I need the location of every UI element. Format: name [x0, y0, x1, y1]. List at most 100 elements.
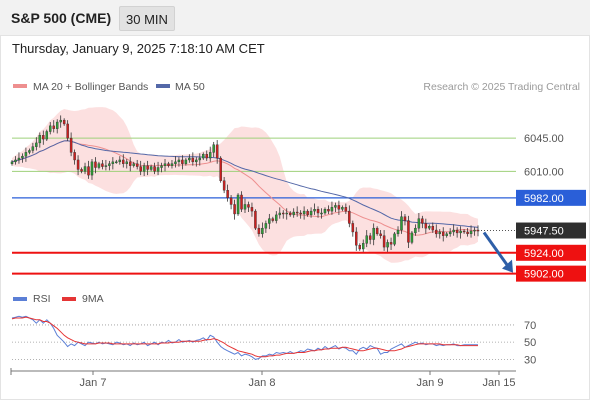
pivot-tag: [516, 189, 586, 206]
candle-body: [222, 180, 226, 191]
candle-body: [108, 163, 111, 166]
candle-body: [24, 152, 28, 157]
bollinger-bands: [12, 107, 478, 263]
candle: [323, 207, 327, 215]
candle-body: [174, 161, 177, 164]
candle-body: [59, 119, 62, 123]
candle-body: [268, 218, 271, 224]
candle: [160, 162, 163, 173]
candle: [104, 159, 108, 171]
candle: [153, 162, 156, 175]
candle-body: [118, 159, 122, 163]
candle-body: [334, 205, 337, 208]
candle-body: [261, 227, 264, 235]
candle: [170, 159, 174, 169]
candle: [108, 160, 111, 171]
candle: [407, 215, 410, 249]
candle: [389, 237, 393, 250]
candle-body: [417, 218, 421, 229]
candle: [375, 226, 379, 236]
candle-body: [365, 235, 368, 244]
candle: [76, 155, 80, 176]
candle: [417, 213, 421, 232]
candle: [49, 122, 52, 135]
candle-body: [205, 154, 208, 159]
time-tick-label: Jan 7: [80, 377, 107, 389]
candle: [292, 208, 295, 218]
candle: [473, 227, 476, 236]
candle-body: [441, 231, 445, 236]
candle: [226, 184, 229, 202]
candle: [69, 132, 73, 157]
price-levels: [12, 137, 516, 275]
candle: [191, 152, 195, 166]
candle: [118, 156, 122, 165]
candle-body: [358, 245, 362, 250]
candle-body: [462, 230, 466, 233]
candle-body: [128, 161, 132, 166]
candle-body: [233, 204, 236, 215]
candle: [94, 157, 97, 174]
candle-body: [160, 165, 163, 168]
candle: [188, 154, 191, 163]
candle: [306, 209, 309, 217]
candle: [330, 201, 334, 215]
candle-body: [306, 210, 309, 216]
candle: [386, 239, 389, 252]
candle-body: [195, 159, 198, 163]
candle-body: [35, 142, 38, 147]
candle: [101, 159, 104, 170]
candle-body: [431, 226, 435, 231]
timeframe-button[interactable]: 30 MIN: [119, 6, 175, 31]
candle-body: [348, 210, 351, 224]
candle-body: [323, 209, 327, 214]
candle-body: [80, 169, 83, 172]
candle: [424, 218, 428, 234]
candle-body: [372, 227, 375, 240]
candle-body: [327, 209, 330, 212]
candle: [222, 177, 226, 194]
candle-body: [104, 165, 108, 167]
rsi-panel: 70 50 30: [11, 315, 536, 366]
candle: [428, 224, 431, 231]
candle-body: [111, 161, 115, 164]
candle: [195, 157, 198, 167]
candle: [167, 161, 170, 168]
candle: [382, 230, 386, 251]
candle-body: [215, 144, 219, 159]
candle-body: [247, 204, 250, 208]
support-label: 5902.00: [524, 269, 564, 281]
candle: [135, 159, 139, 170]
ma50-legend-label: MA 50: [175, 81, 205, 93]
candle: [379, 230, 382, 239]
candle: [271, 216, 275, 223]
candle: [97, 161, 101, 170]
candle: [250, 202, 254, 217]
candle: [268, 213, 271, 230]
candle-body: [66, 123, 69, 139]
candle: [87, 160, 90, 179]
rsi-tick-label: 50: [524, 337, 536, 349]
candle-body: [410, 232, 414, 243]
ma20-legend-swatch: [13, 84, 27, 88]
candle-body: [226, 190, 229, 199]
candle-body: [97, 163, 101, 168]
candle: [309, 207, 313, 218]
candle-body: [94, 161, 97, 168]
candle-body: [177, 159, 181, 163]
candle-body: [403, 216, 407, 221]
candle-body: [379, 233, 382, 236]
candle-body: [393, 233, 396, 245]
candle: [208, 146, 212, 162]
candle-body: [208, 152, 212, 159]
candle: [35, 137, 38, 151]
support-label: 5924.00: [524, 248, 564, 260]
candle-body: [101, 163, 104, 167]
candle-body: [90, 161, 94, 176]
candle: [73, 149, 76, 165]
candle: [302, 206, 306, 220]
candle-body: [191, 157, 195, 163]
candle: [59, 115, 62, 128]
candle-body: [264, 223, 268, 229]
candle-body: [476, 229, 480, 232]
